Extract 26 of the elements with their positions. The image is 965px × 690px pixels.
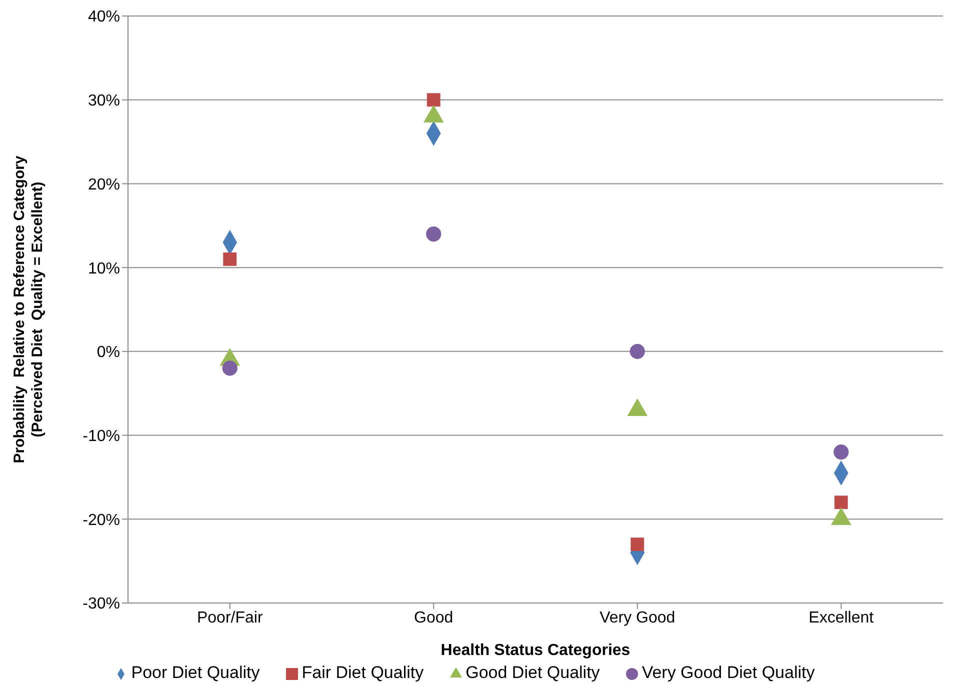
point <box>834 496 848 510</box>
x-axis-title: Health Status Categories <box>440 642 630 659</box>
y-tick-label: 30% <box>88 92 120 110</box>
x-tick-label: Good <box>414 609 454 626</box>
y-tick-label: 40% <box>88 8 120 26</box>
point <box>426 93 440 107</box>
legend-label: Poor Diet Quality <box>131 663 260 682</box>
legend-label: Fair Diet Quality <box>302 663 424 682</box>
point <box>630 344 645 359</box>
x-tick-label: Poor/Fair <box>196 609 264 626</box>
legend-label: Very Good Diet Quality <box>642 663 815 682</box>
y-tick-label: 0% <box>96 344 120 362</box>
y-tick-label: -20% <box>82 512 120 529</box>
y-tick-label: 10% <box>88 260 120 278</box>
y-axis-title: Probability Relative to Reference Category (Perceived Diet Quality = Excellent) <box>11 155 46 464</box>
point <box>426 226 442 242</box>
legend-label: Good Diet Quality <box>466 663 600 682</box>
x-tick-label: Very Good <box>600 609 676 626</box>
x-tick-label: Excellent <box>808 609 874 626</box>
y-tick-label: -30% <box>82 596 120 613</box>
y-tick-label: 20% <box>88 176 120 194</box>
y-tick-label: -10% <box>82 428 120 445</box>
point <box>223 252 237 266</box>
point <box>834 444 849 460</box>
point <box>630 538 644 552</box>
point <box>222 360 238 376</box>
